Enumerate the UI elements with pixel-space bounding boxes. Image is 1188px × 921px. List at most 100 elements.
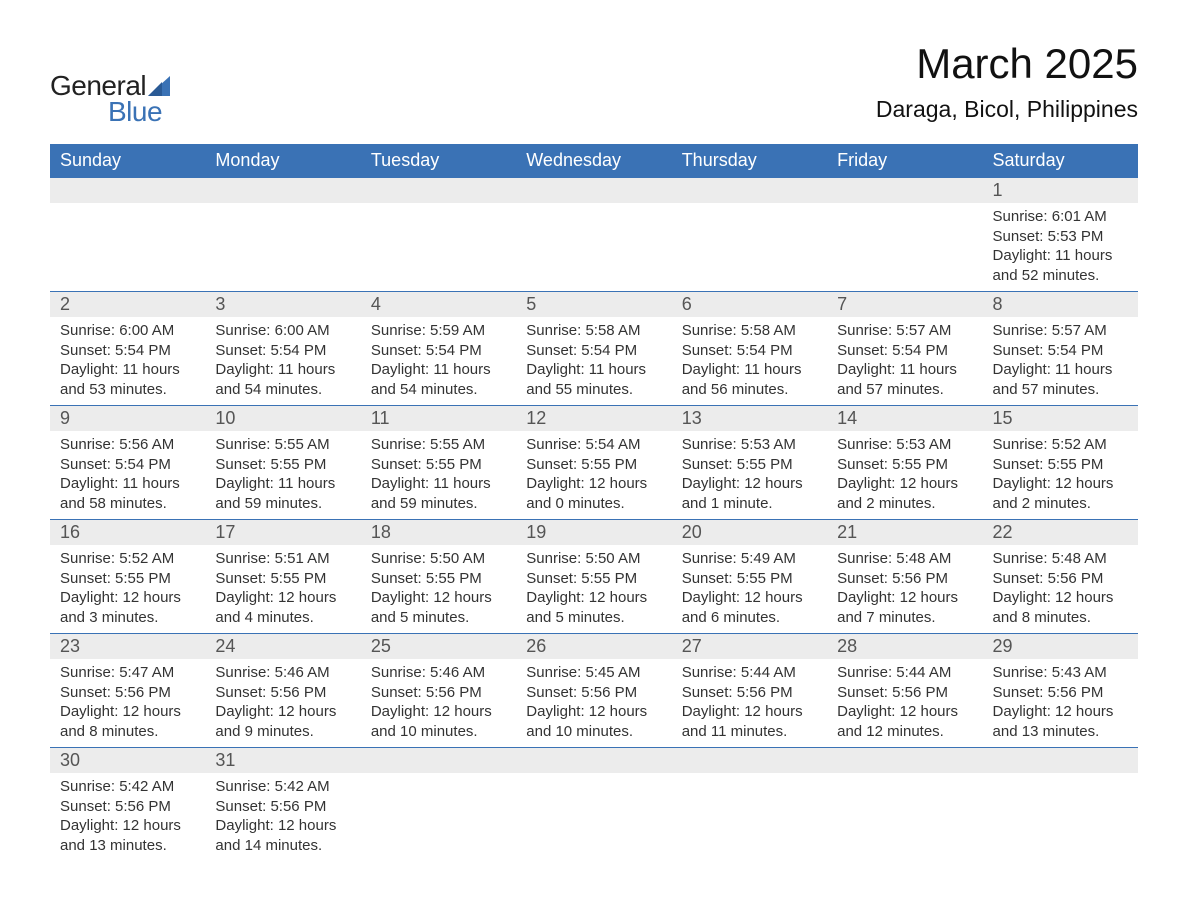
day-header: Friday	[827, 144, 982, 178]
day-data: Sunrise: 5:51 AMSunset: 5:55 PMDaylight:…	[205, 545, 360, 633]
day-day2: and 57 minutes.	[837, 380, 972, 400]
day-sunrise: Sunrise: 5:45 AM	[526, 663, 661, 683]
day-sunset: Sunset: 5:56 PM	[682, 683, 817, 703]
empty-cell	[361, 203, 516, 292]
day-day1: Daylight: 12 hours	[993, 588, 1128, 608]
day-number: 8	[983, 292, 1138, 317]
day-sunrise: Sunrise: 5:44 AM	[837, 663, 972, 683]
day-day2: and 9 minutes.	[215, 722, 350, 742]
day-sunrise: Sunrise: 6:01 AM	[993, 207, 1128, 227]
day-data-cell: Sunrise: 5:57 AMSunset: 5:54 PMDaylight:…	[983, 317, 1138, 406]
day-number-cell: 13	[672, 406, 827, 432]
week-data-row: Sunrise: 6:00 AMSunset: 5:54 PMDaylight:…	[50, 317, 1138, 406]
day-number: 12	[516, 406, 671, 431]
day-sunset: Sunset: 5:54 PM	[526, 341, 661, 361]
day-header: Monday	[205, 144, 360, 178]
day-number-cell: 23	[50, 634, 205, 660]
empty-cell	[361, 748, 516, 774]
day-day1: Daylight: 11 hours	[837, 360, 972, 380]
day-data: Sunrise: 5:42 AMSunset: 5:56 PMDaylight:…	[205, 773, 360, 861]
day-sunrise: Sunrise: 5:44 AM	[682, 663, 817, 683]
day-number: 23	[50, 634, 205, 659]
day-data-cell: Sunrise: 5:47 AMSunset: 5:56 PMDaylight:…	[50, 659, 205, 748]
day-header-row: Sunday Monday Tuesday Wednesday Thursday…	[50, 144, 1138, 178]
day-sunrise: Sunrise: 5:51 AM	[215, 549, 350, 569]
day-sunset: Sunset: 5:55 PM	[215, 455, 350, 475]
week-number-row: 3031	[50, 748, 1138, 774]
day-sunset: Sunset: 5:54 PM	[60, 455, 195, 475]
day-day1: Daylight: 11 hours	[993, 360, 1128, 380]
day-sunset: Sunset: 5:55 PM	[526, 455, 661, 475]
day-day2: and 59 minutes.	[371, 494, 506, 514]
empty-cell	[516, 203, 671, 292]
day-data-cell: Sunrise: 5:48 AMSunset: 5:56 PMDaylight:…	[827, 545, 982, 634]
day-data: Sunrise: 5:48 AMSunset: 5:56 PMDaylight:…	[827, 545, 982, 633]
empty-cell	[672, 203, 827, 292]
day-day2: and 12 minutes.	[837, 722, 972, 742]
empty-cell	[827, 178, 982, 204]
day-data: Sunrise: 5:56 AMSunset: 5:54 PMDaylight:…	[50, 431, 205, 519]
day-day1: Daylight: 12 hours	[993, 474, 1128, 494]
day-data: Sunrise: 5:47 AMSunset: 5:56 PMDaylight:…	[50, 659, 205, 747]
empty-cell	[50, 178, 205, 204]
day-sunset: Sunset: 5:53 PM	[993, 227, 1128, 247]
day-day1: Daylight: 12 hours	[993, 702, 1128, 722]
week-number-row: 1	[50, 178, 1138, 204]
day-number: 24	[205, 634, 360, 659]
day-day1: Daylight: 12 hours	[526, 702, 661, 722]
empty-cell	[827, 748, 982, 774]
day-number-cell: 8	[983, 292, 1138, 318]
empty-cell	[672, 178, 827, 204]
day-sunrise: Sunrise: 5:56 AM	[60, 435, 195, 455]
day-number-cell: 16	[50, 520, 205, 546]
day-data-cell: Sunrise: 5:50 AMSunset: 5:55 PMDaylight:…	[516, 545, 671, 634]
day-number-cell: 14	[827, 406, 982, 432]
day-number-cell: 20	[672, 520, 827, 546]
day-data-cell: Sunrise: 5:57 AMSunset: 5:54 PMDaylight:…	[827, 317, 982, 406]
day-data-cell: Sunrise: 5:42 AMSunset: 5:56 PMDaylight:…	[50, 773, 205, 861]
day-day1: Daylight: 11 hours	[682, 360, 817, 380]
day-data: Sunrise: 5:59 AMSunset: 5:54 PMDaylight:…	[361, 317, 516, 405]
day-day1: Daylight: 12 hours	[837, 702, 972, 722]
day-sunrise: Sunrise: 5:42 AM	[215, 777, 350, 797]
day-day2: and 8 minutes.	[993, 608, 1128, 628]
day-day2: and 58 minutes.	[60, 494, 195, 514]
day-number-cell: 2	[50, 292, 205, 318]
page-header: General Blue March 2025 Daraga, Bicol, P…	[50, 40, 1138, 128]
day-day2: and 10 minutes.	[371, 722, 506, 742]
day-sunrise: Sunrise: 5:54 AM	[526, 435, 661, 455]
day-number-cell: 28	[827, 634, 982, 660]
empty-cell	[827, 773, 982, 861]
calendar-table: Sunday Monday Tuesday Wednesday Thursday…	[50, 144, 1138, 861]
day-sunrise: Sunrise: 5:42 AM	[60, 777, 195, 797]
day-day2: and 11 minutes.	[682, 722, 817, 742]
day-data: Sunrise: 5:57 AMSunset: 5:54 PMDaylight:…	[983, 317, 1138, 405]
day-day2: and 5 minutes.	[526, 608, 661, 628]
day-sunrise: Sunrise: 5:53 AM	[682, 435, 817, 455]
day-sunset: Sunset: 5:55 PM	[371, 569, 506, 589]
day-data: Sunrise: 5:49 AMSunset: 5:55 PMDaylight:…	[672, 545, 827, 633]
empty-cell	[672, 773, 827, 861]
day-data-cell: Sunrise: 5:44 AMSunset: 5:56 PMDaylight:…	[827, 659, 982, 748]
day-data: Sunrise: 5:43 AMSunset: 5:56 PMDaylight:…	[983, 659, 1138, 747]
sail-icon	[148, 76, 170, 96]
empty-cell	[827, 203, 982, 292]
day-day2: and 13 minutes.	[60, 836, 195, 856]
day-day1: Daylight: 11 hours	[526, 360, 661, 380]
day-data: Sunrise: 5:58 AMSunset: 5:54 PMDaylight:…	[672, 317, 827, 405]
day-day2: and 54 minutes.	[371, 380, 506, 400]
day-day2: and 1 minute.	[682, 494, 817, 514]
day-day1: Daylight: 11 hours	[993, 246, 1128, 266]
day-data: Sunrise: 5:55 AMSunset: 5:55 PMDaylight:…	[361, 431, 516, 519]
day-day2: and 14 minutes.	[215, 836, 350, 856]
day-number: 18	[361, 520, 516, 545]
day-day1: Daylight: 11 hours	[215, 474, 350, 494]
day-number: 31	[205, 748, 360, 773]
day-day1: Daylight: 12 hours	[526, 588, 661, 608]
day-number: 21	[827, 520, 982, 545]
day-header: Saturday	[983, 144, 1138, 178]
day-sunset: Sunset: 5:55 PM	[837, 455, 972, 475]
day-number: 25	[361, 634, 516, 659]
day-header: Tuesday	[361, 144, 516, 178]
day-data: Sunrise: 5:50 AMSunset: 5:55 PMDaylight:…	[361, 545, 516, 633]
